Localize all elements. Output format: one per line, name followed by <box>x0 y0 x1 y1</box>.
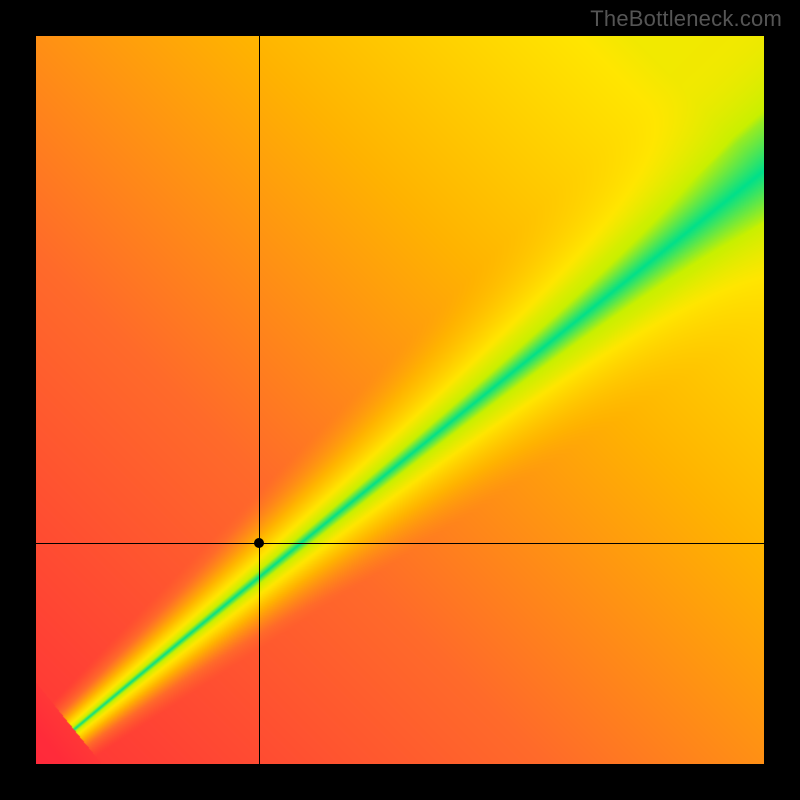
chart-container: TheBottleneck.com <box>0 0 800 800</box>
bottleneck-heatmap <box>36 36 764 764</box>
crosshair-vertical <box>259 36 260 764</box>
crosshair-marker <box>254 538 264 548</box>
crosshair-horizontal <box>36 543 764 544</box>
watermark-text: TheBottleneck.com <box>590 6 782 32</box>
